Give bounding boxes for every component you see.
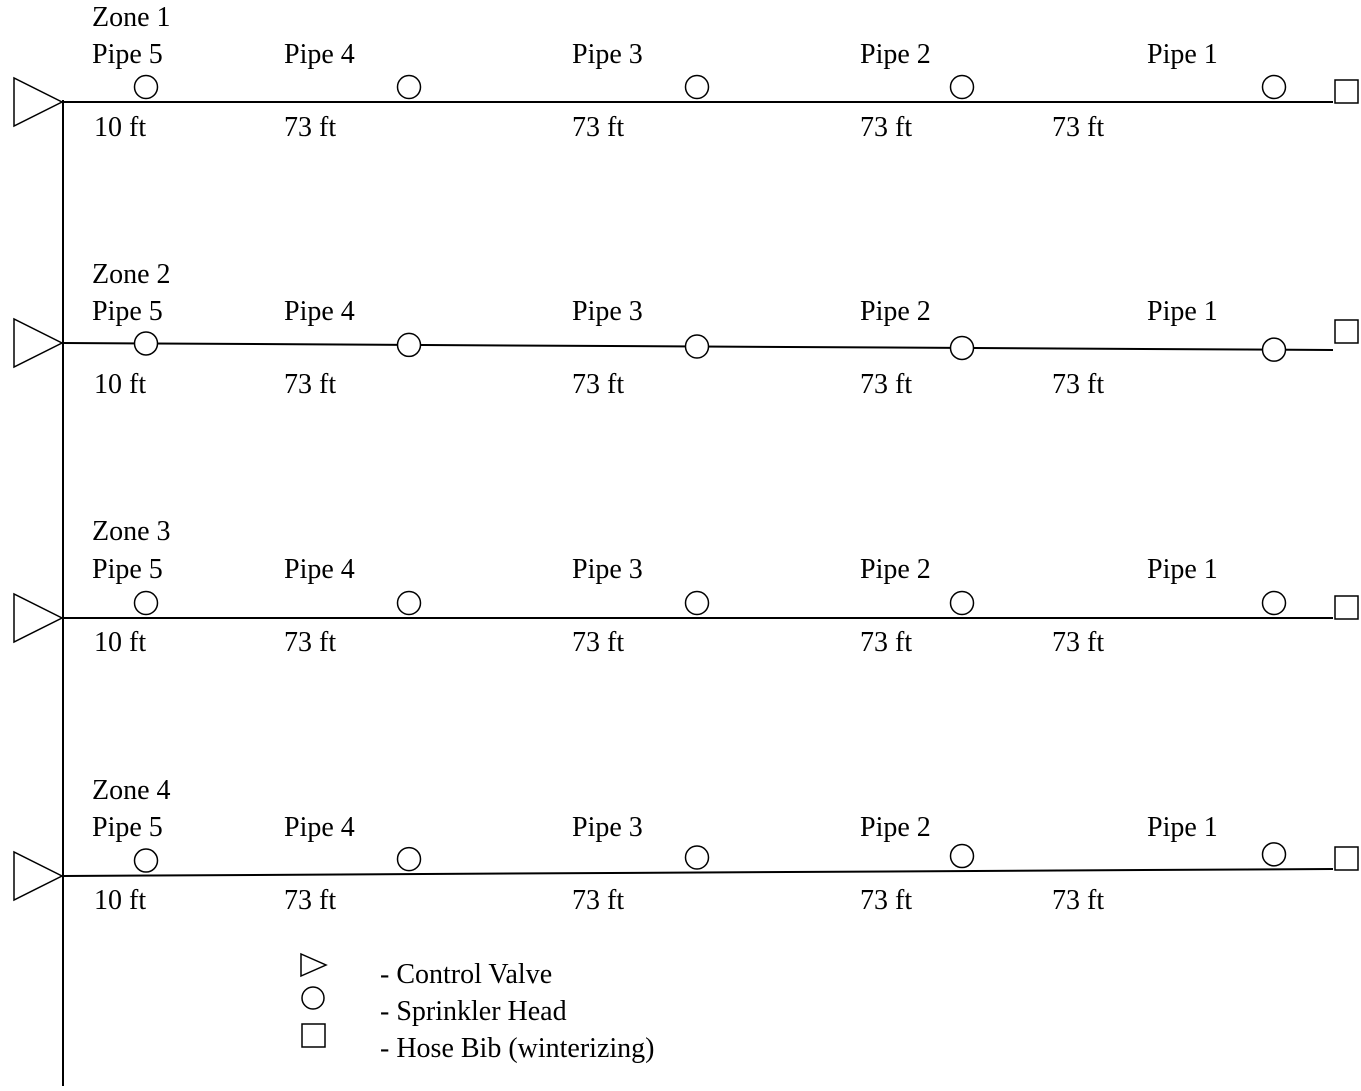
sprinkler-head-icon [133, 74, 159, 100]
pipe-length-label: 10 ft [94, 627, 147, 658]
pipe-label: Pipe 3 [572, 39, 643, 70]
zones-layer [13, 74, 1359, 902]
pipe-length-label: 73 ft [284, 627, 337, 658]
control-valve-icon [13, 76, 64, 128]
zone-1-group [13, 74, 1359, 128]
sprinkler-head-icon [133, 848, 159, 873]
hose-bib-icon [1334, 846, 1359, 871]
control-valve-icon [13, 592, 64, 644]
legend-hose-bib-label: - Hose Bib (winterizing) [380, 1033, 655, 1064]
pipe-label: Pipe 1 [1147, 39, 1218, 70]
pipe-label: Pipe 4 [284, 296, 355, 327]
sprinkler-head-icon [1261, 842, 1287, 867]
pipe-label: Pipe 5 [92, 296, 163, 327]
zone-title: Zone 2 [92, 259, 171, 290]
sprinkler-head-icon [396, 74, 422, 100]
pipe-length-label: 73 ft [1052, 369, 1105, 400]
pipe-label: Pipe 1 [1147, 296, 1218, 327]
pipe-label: Pipe 3 [572, 296, 643, 327]
pipe-length-label: 73 ft [572, 627, 625, 658]
pipe-label: Pipe 5 [92, 554, 163, 585]
control-valve-icon [13, 850, 64, 902]
zone-lateral-pipe [62, 868, 1334, 877]
pipe-label: Pipe 3 [572, 812, 643, 843]
sprinkler-head-icon [949, 335, 975, 361]
pipe-length-label: 10 ft [94, 112, 147, 143]
sprinkler-head-icon [684, 845, 710, 870]
zone-4-group [13, 842, 1359, 902]
zone-2-group [13, 317, 1359, 369]
hose-bib-icon [1334, 595, 1359, 620]
pipe-length-label: 73 ft [284, 112, 337, 143]
pipe-length-label: 10 ft [94, 885, 147, 916]
pipe-label: Pipe 5 [92, 812, 163, 843]
pipe-label: Pipe 4 [284, 39, 355, 70]
sprinkler-head-icon [396, 590, 422, 616]
pipe-length-label: 10 ft [94, 369, 147, 400]
zone-title: Zone 3 [92, 516, 171, 547]
pipe-length-label: 73 ft [1052, 885, 1105, 916]
legend-sprinkler-head-icon [301, 986, 325, 1010]
sprinkler-head-icon [1261, 590, 1287, 616]
pipe-label: Pipe 1 [1147, 812, 1218, 843]
sprinkler-head-icon [1261, 74, 1287, 100]
zone-title: Zone 4 [92, 775, 171, 806]
sprinkler-head-icon [133, 590, 159, 616]
sprinkler-head-icon [949, 843, 975, 869]
legend-control-valve-label: - Control Valve [380, 959, 553, 990]
legend-icons [300, 952, 328, 1048]
pipe-label: Pipe 4 [284, 554, 355, 585]
sprinkler-head-icon [949, 590, 975, 616]
pipe-label: Pipe 5 [92, 39, 163, 70]
sprinkler-head-icon [949, 74, 975, 100]
sprinkler-head-icon [396, 846, 422, 872]
sprinkler-head-icon [684, 590, 710, 616]
pipe-length-label: 73 ft [860, 885, 913, 916]
legend-hose-bib-icon [301, 1023, 326, 1048]
zone-3-group [13, 590, 1359, 644]
control-valve-icon [13, 317, 64, 369]
pipe-length-label: 73 ft [1052, 627, 1105, 658]
zone-title: Zone 1 [92, 2, 171, 33]
pipe-length-label: 73 ft [284, 369, 337, 400]
pipe-label: Pipe 2 [860, 812, 931, 843]
sprinkler-head-icon [684, 334, 710, 359]
pipe-label: Pipe 2 [860, 296, 931, 327]
pipe-label: Pipe 1 [1147, 554, 1218, 585]
pipe-length-label: 73 ft [860, 112, 913, 143]
pipe-label: Pipe 3 [572, 554, 643, 585]
pipe-length-label: 73 ft [572, 112, 625, 143]
sprinkler-head-icon [684, 74, 710, 100]
legend-sprinkler-head-label: - Sprinkler Head [380, 996, 567, 1027]
sprinkler-head-icon [1261, 337, 1287, 362]
pipe-label: Pipe 2 [860, 39, 931, 70]
pipe-length-label: 73 ft [284, 885, 337, 916]
pipe-label: Pipe 2 [860, 554, 931, 585]
pipe-length-label: 73 ft [1052, 112, 1105, 143]
pipe-length-label: 73 ft [572, 885, 625, 916]
sprinkler-head-icon [133, 331, 159, 356]
pipe-length-label: 73 ft [572, 369, 625, 400]
legend-control-valve-icon [300, 952, 328, 978]
hose-bib-icon [1334, 79, 1359, 104]
pipe-length-label: 73 ft [860, 627, 913, 658]
pipe-label: Pipe 4 [284, 812, 355, 843]
sprinkler-head-icon [396, 332, 422, 358]
hose-bib-icon [1334, 319, 1359, 344]
pipe-length-label: 73 ft [860, 369, 913, 400]
